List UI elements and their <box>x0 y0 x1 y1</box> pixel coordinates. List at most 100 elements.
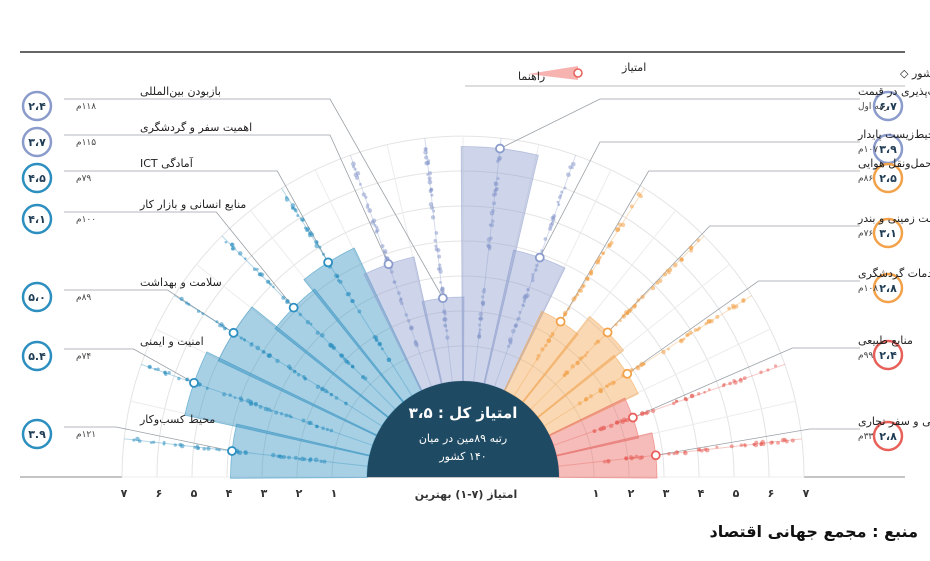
tick-left-7: ۷ <box>121 487 128 500</box>
dist-dot <box>699 448 704 453</box>
dist-dot <box>621 314 627 319</box>
dist-dot <box>790 438 795 443</box>
dist-dot <box>739 377 743 381</box>
dist-dot <box>588 394 593 399</box>
axis-label: امتیاز (۷-۱) بهترین <box>415 488 518 501</box>
dist-dot <box>531 275 535 280</box>
dist-dot <box>149 441 153 444</box>
dist-dot <box>633 303 637 307</box>
score-text-11: ۲،۸ <box>879 282 897 295</box>
dist-dot <box>261 349 266 354</box>
dist-dot <box>601 426 607 431</box>
dist-dot <box>399 297 403 301</box>
dist-dot <box>481 295 485 299</box>
dist-dot <box>508 341 513 345</box>
dist-dot <box>639 411 645 417</box>
dist-dot <box>596 339 601 344</box>
ray-line <box>221 235 396 410</box>
dist-dot <box>297 457 301 461</box>
dist-dot <box>440 286 445 291</box>
score-text-10: ۳،۱ <box>879 227 897 240</box>
grid-spoke <box>537 263 730 418</box>
dist-dot <box>298 312 303 317</box>
dist-dot <box>215 447 219 451</box>
dist-dot <box>721 383 726 388</box>
dist-dot <box>663 272 668 277</box>
dist-dot <box>217 448 221 452</box>
dist-dot <box>636 298 641 302</box>
ray-line <box>140 363 373 446</box>
dist-dot <box>626 311 630 315</box>
dist-dot <box>728 381 732 386</box>
axis-ticks: ۱ ۲ ۳ ۴ ۵ ۶ ۷ ۱ ۲ ۳ ۴ ۵ ۶ ۷ <box>121 487 810 500</box>
dist-dot <box>703 447 708 452</box>
grid-spoke <box>504 169 612 391</box>
tick-right-7: ۷ <box>803 487 810 500</box>
best-rank-note: رتبه اول <box>858 102 889 112</box>
dist-dot <box>430 215 436 220</box>
dist-dot <box>601 251 604 255</box>
dist-dot <box>741 298 746 302</box>
dist-dot <box>780 437 786 443</box>
dist-dot <box>550 331 555 336</box>
ray-line <box>494 154 577 387</box>
score-badge-9 <box>872 162 904 194</box>
leader-10 <box>607 225 860 333</box>
dist-dot <box>363 376 368 381</box>
dist-dot <box>228 393 232 397</box>
dist-dot <box>268 353 272 357</box>
dist-dot <box>230 247 235 251</box>
leader-7 <box>499 98 860 149</box>
dist-dot <box>486 237 492 242</box>
dist-dot <box>640 294 645 300</box>
dist-dot <box>429 205 435 210</box>
radial-grid <box>121 135 805 478</box>
category-label-3: منابع انسانی و بازار کار <box>139 198 246 211</box>
grid-spoke <box>130 400 370 457</box>
dist-dot <box>689 393 695 399</box>
dist-dot <box>367 208 373 213</box>
dist-dot <box>551 216 556 220</box>
dist-dot <box>135 436 140 442</box>
dist-dot <box>335 274 340 278</box>
dist-dot <box>293 208 298 213</box>
dist-dot <box>478 311 484 317</box>
category-label-6: بازبودن بین‌المللی <box>140 85 221 98</box>
dist-dot <box>293 455 298 460</box>
dist-dot <box>224 240 228 244</box>
dist-dot <box>396 291 401 295</box>
dist-dot <box>319 459 323 463</box>
grid-spoke <box>196 263 389 418</box>
category-label-2: سلامت و بهداشت <box>140 276 222 289</box>
score-badge-7 <box>872 90 904 122</box>
dist-dot <box>584 398 587 402</box>
dist-dot <box>296 214 300 218</box>
dist-dot <box>556 200 560 204</box>
dist-dot <box>650 285 656 291</box>
score-marker-13 <box>650 450 661 461</box>
dist-dot <box>581 283 585 287</box>
category-label-7: رقابت‌پذیری در قیمت <box>858 85 930 98</box>
dist-dot <box>546 338 551 343</box>
dist-dot <box>642 362 646 366</box>
dist-dot <box>321 252 326 256</box>
score-badge-3 <box>21 203 53 235</box>
dist-dot <box>709 319 714 324</box>
category-label-9: زیرساخت حمل‌ونقل هوایی <box>858 157 930 170</box>
dist-dot <box>437 254 442 259</box>
dist-dot <box>296 372 301 377</box>
dist-dot <box>152 440 156 444</box>
dist-dot <box>319 332 325 338</box>
dist-dot <box>167 371 171 375</box>
dist-dot <box>707 388 711 391</box>
dist-dot <box>563 312 567 317</box>
tick-left-1: ۱ <box>331 487 338 500</box>
dist-dot <box>479 316 482 320</box>
dist-dot <box>770 440 774 444</box>
dist-dot <box>679 338 683 343</box>
category-label-0: محیط کسب‌وکار <box>139 413 215 426</box>
dist-dot <box>358 182 362 186</box>
dist-dot <box>594 260 599 265</box>
dist-dot <box>287 455 291 460</box>
leader-6 <box>64 98 444 299</box>
